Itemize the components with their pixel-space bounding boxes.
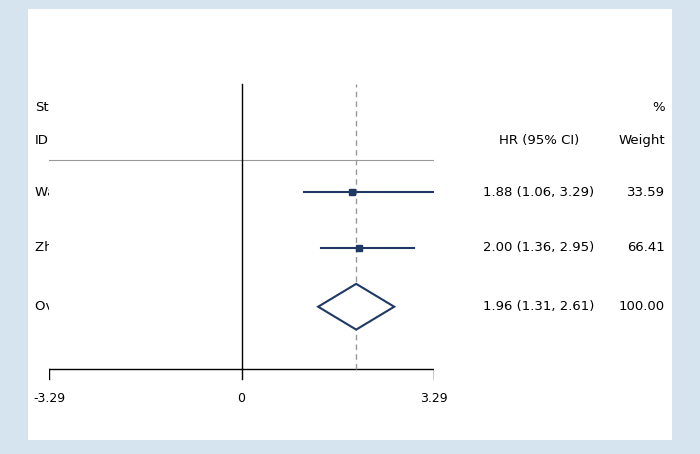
- Text: 66.41: 66.41: [627, 242, 665, 254]
- Text: Zhang D，  2015: Zhang D， 2015: [35, 242, 143, 254]
- Text: ID: ID: [35, 133, 49, 147]
- Text: 0: 0: [237, 392, 246, 405]
- Text: Weight: Weight: [618, 133, 665, 147]
- Text: Study: Study: [35, 101, 74, 114]
- Text: 1.88 (1.06, 3.29): 1.88 (1.06, 3.29): [484, 186, 594, 199]
- Text: Overall  (I-squared = 0.0%, p = 0.861): Overall (I-squared = 0.0%, p = 0.861): [35, 300, 291, 313]
- Text: 33.59: 33.59: [627, 186, 665, 199]
- Text: Wakatsuki K,2017: Wakatsuki K,2017: [35, 186, 154, 199]
- Text: 3.29: 3.29: [420, 392, 448, 405]
- Text: %: %: [652, 101, 665, 114]
- Text: HR (95% CI): HR (95% CI): [499, 133, 579, 147]
- Text: 2.00 (1.36, 2.95): 2.00 (1.36, 2.95): [484, 242, 594, 254]
- Text: -3.29: -3.29: [33, 392, 65, 405]
- Text: 100.00: 100.00: [619, 300, 665, 313]
- Polygon shape: [318, 284, 394, 330]
- Text: 1.96 (1.31, 2.61): 1.96 (1.31, 2.61): [483, 300, 595, 313]
